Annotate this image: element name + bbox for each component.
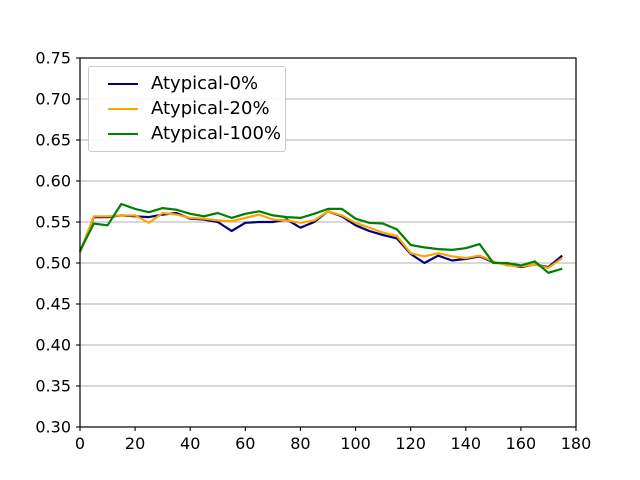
y-axis: 0.30 0.35 0.40 0.45 0.50 0.55 0.60 0.65 0.70 0.75: [35, 49, 80, 437]
y-tick-label: 0.60: [35, 172, 71, 191]
x-tick-label: 160: [506, 434, 537, 453]
y-tick-label: 0.65: [35, 131, 71, 150]
y-tick-label: 0.50: [35, 254, 71, 273]
legend-line-swatch-atypical-0: [108, 83, 138, 86]
series-line-atypical-100: [79, 202, 563, 274]
x-tick-label: 100: [340, 434, 371, 453]
x-tick-label: 140: [451, 434, 482, 453]
x-tick-label: 20: [125, 434, 145, 453]
y-tick-label: 0.40: [35, 336, 71, 355]
legend-item-atypical-20: Atypical-20%: [89, 97, 275, 122]
legend-line-swatch-atypical-100: [108, 132, 138, 135]
y-tick-label: 0.35: [35, 377, 71, 396]
legend-label-atypical-100: Atypical-100%: [151, 122, 282, 144]
x-axis: 0 20 40 60 80 100 120 140 160 180: [75, 427, 591, 453]
x-tick-label: 0: [75, 434, 85, 453]
x-tick-label: 180: [561, 434, 592, 453]
x-tick-label: 120: [395, 434, 426, 453]
x-tick-label: 80: [290, 434, 310, 453]
y-tick-label: 0.75: [35, 49, 71, 68]
legend-label-atypical-20: Atypical-20%: [151, 98, 270, 119]
y-tick-label: 0.30: [35, 418, 71, 437]
y-tick-label: 0.55: [35, 213, 71, 232]
y-tick-label: 0.70: [35, 90, 71, 109]
legend: Atypical-0% Atypical-20% Atypical-100%: [88, 66, 286, 152]
y-tick-label: 0.45: [35, 295, 71, 314]
legend-line-swatch-atypical-20: [108, 108, 138, 110]
series-line-atypical-20: [78, 210, 563, 269]
legend-item-atypical-0: Atypical-0%: [89, 72, 275, 97]
plot-border: [79, 57, 577, 428]
x-tick-label: 60: [235, 434, 255, 453]
x-tick-label: 40: [180, 434, 200, 453]
legend-item-atypical-100: Atypical-100%: [89, 121, 281, 146]
legend-label-atypical-0: Atypical-0%: [151, 73, 259, 95]
